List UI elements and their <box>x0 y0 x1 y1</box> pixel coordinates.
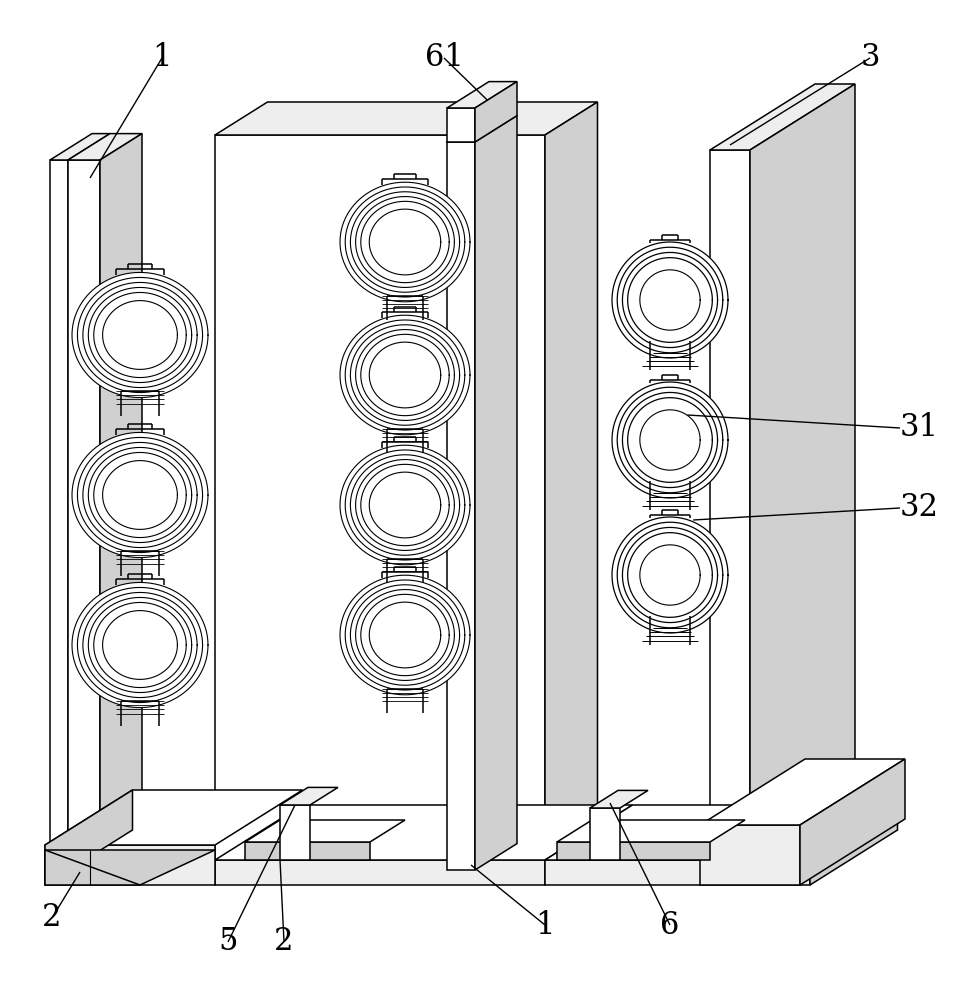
Polygon shape <box>700 825 800 885</box>
Polygon shape <box>215 102 598 135</box>
Polygon shape <box>351 455 459 555</box>
Polygon shape <box>640 545 701 605</box>
Polygon shape <box>72 432 208 558</box>
Polygon shape <box>50 160 68 850</box>
Polygon shape <box>340 182 470 302</box>
Polygon shape <box>640 270 701 330</box>
Text: 1: 1 <box>152 42 172 74</box>
Polygon shape <box>100 473 119 517</box>
Polygon shape <box>700 759 905 825</box>
Polygon shape <box>100 134 142 850</box>
Polygon shape <box>557 842 710 860</box>
Polygon shape <box>215 860 545 885</box>
Polygon shape <box>428 485 447 525</box>
Polygon shape <box>280 805 310 860</box>
Polygon shape <box>340 315 470 435</box>
Polygon shape <box>612 382 728 498</box>
Polygon shape <box>340 445 470 565</box>
Polygon shape <box>45 790 303 845</box>
Polygon shape <box>72 582 208 708</box>
Polygon shape <box>83 282 197 388</box>
Polygon shape <box>447 116 517 142</box>
Polygon shape <box>447 142 475 870</box>
Polygon shape <box>369 209 441 275</box>
Polygon shape <box>45 845 215 885</box>
Polygon shape <box>45 790 133 885</box>
Polygon shape <box>68 160 100 850</box>
Polygon shape <box>800 759 905 885</box>
Polygon shape <box>215 805 632 860</box>
Text: 5: 5 <box>218 926 237 958</box>
Text: 31: 31 <box>900 412 939 444</box>
Polygon shape <box>447 108 475 142</box>
Polygon shape <box>750 84 855 870</box>
Text: 2: 2 <box>275 926 294 958</box>
Text: 61: 61 <box>425 42 463 74</box>
Polygon shape <box>612 242 728 358</box>
Polygon shape <box>245 820 405 842</box>
Polygon shape <box>557 820 745 842</box>
Polygon shape <box>428 355 447 395</box>
Polygon shape <box>280 787 338 805</box>
Polygon shape <box>100 313 119 357</box>
Polygon shape <box>245 842 370 860</box>
Polygon shape <box>103 301 178 369</box>
Polygon shape <box>215 135 545 870</box>
Polygon shape <box>369 602 441 668</box>
Polygon shape <box>694 282 710 318</box>
Polygon shape <box>369 472 441 538</box>
Polygon shape <box>100 623 119 667</box>
Polygon shape <box>68 134 142 160</box>
Polygon shape <box>475 82 517 142</box>
Polygon shape <box>475 116 517 870</box>
Polygon shape <box>83 442 197 548</box>
Polygon shape <box>428 615 447 655</box>
Polygon shape <box>351 585 459 685</box>
Polygon shape <box>45 850 215 885</box>
Polygon shape <box>590 808 620 860</box>
Text: 1: 1 <box>535 910 555 940</box>
Polygon shape <box>351 192 459 292</box>
Text: 32: 32 <box>900 492 939 524</box>
Text: 6: 6 <box>660 910 680 940</box>
Polygon shape <box>640 410 701 470</box>
Text: 3: 3 <box>861 42 879 74</box>
Polygon shape <box>72 272 208 398</box>
Polygon shape <box>369 342 441 408</box>
Polygon shape <box>103 461 178 529</box>
Polygon shape <box>428 222 447 262</box>
Polygon shape <box>694 422 710 458</box>
Polygon shape <box>351 325 459 425</box>
Polygon shape <box>612 517 728 633</box>
Polygon shape <box>710 84 855 150</box>
Polygon shape <box>710 150 750 870</box>
Polygon shape <box>83 592 197 698</box>
Polygon shape <box>340 575 470 695</box>
Polygon shape <box>590 790 648 808</box>
Polygon shape <box>50 134 110 160</box>
Polygon shape <box>103 611 178 679</box>
Polygon shape <box>545 860 810 885</box>
Polygon shape <box>545 102 598 870</box>
Polygon shape <box>694 557 710 593</box>
Text: 2: 2 <box>42 902 62 934</box>
Polygon shape <box>810 805 898 885</box>
Polygon shape <box>447 82 517 108</box>
Polygon shape <box>545 805 898 860</box>
